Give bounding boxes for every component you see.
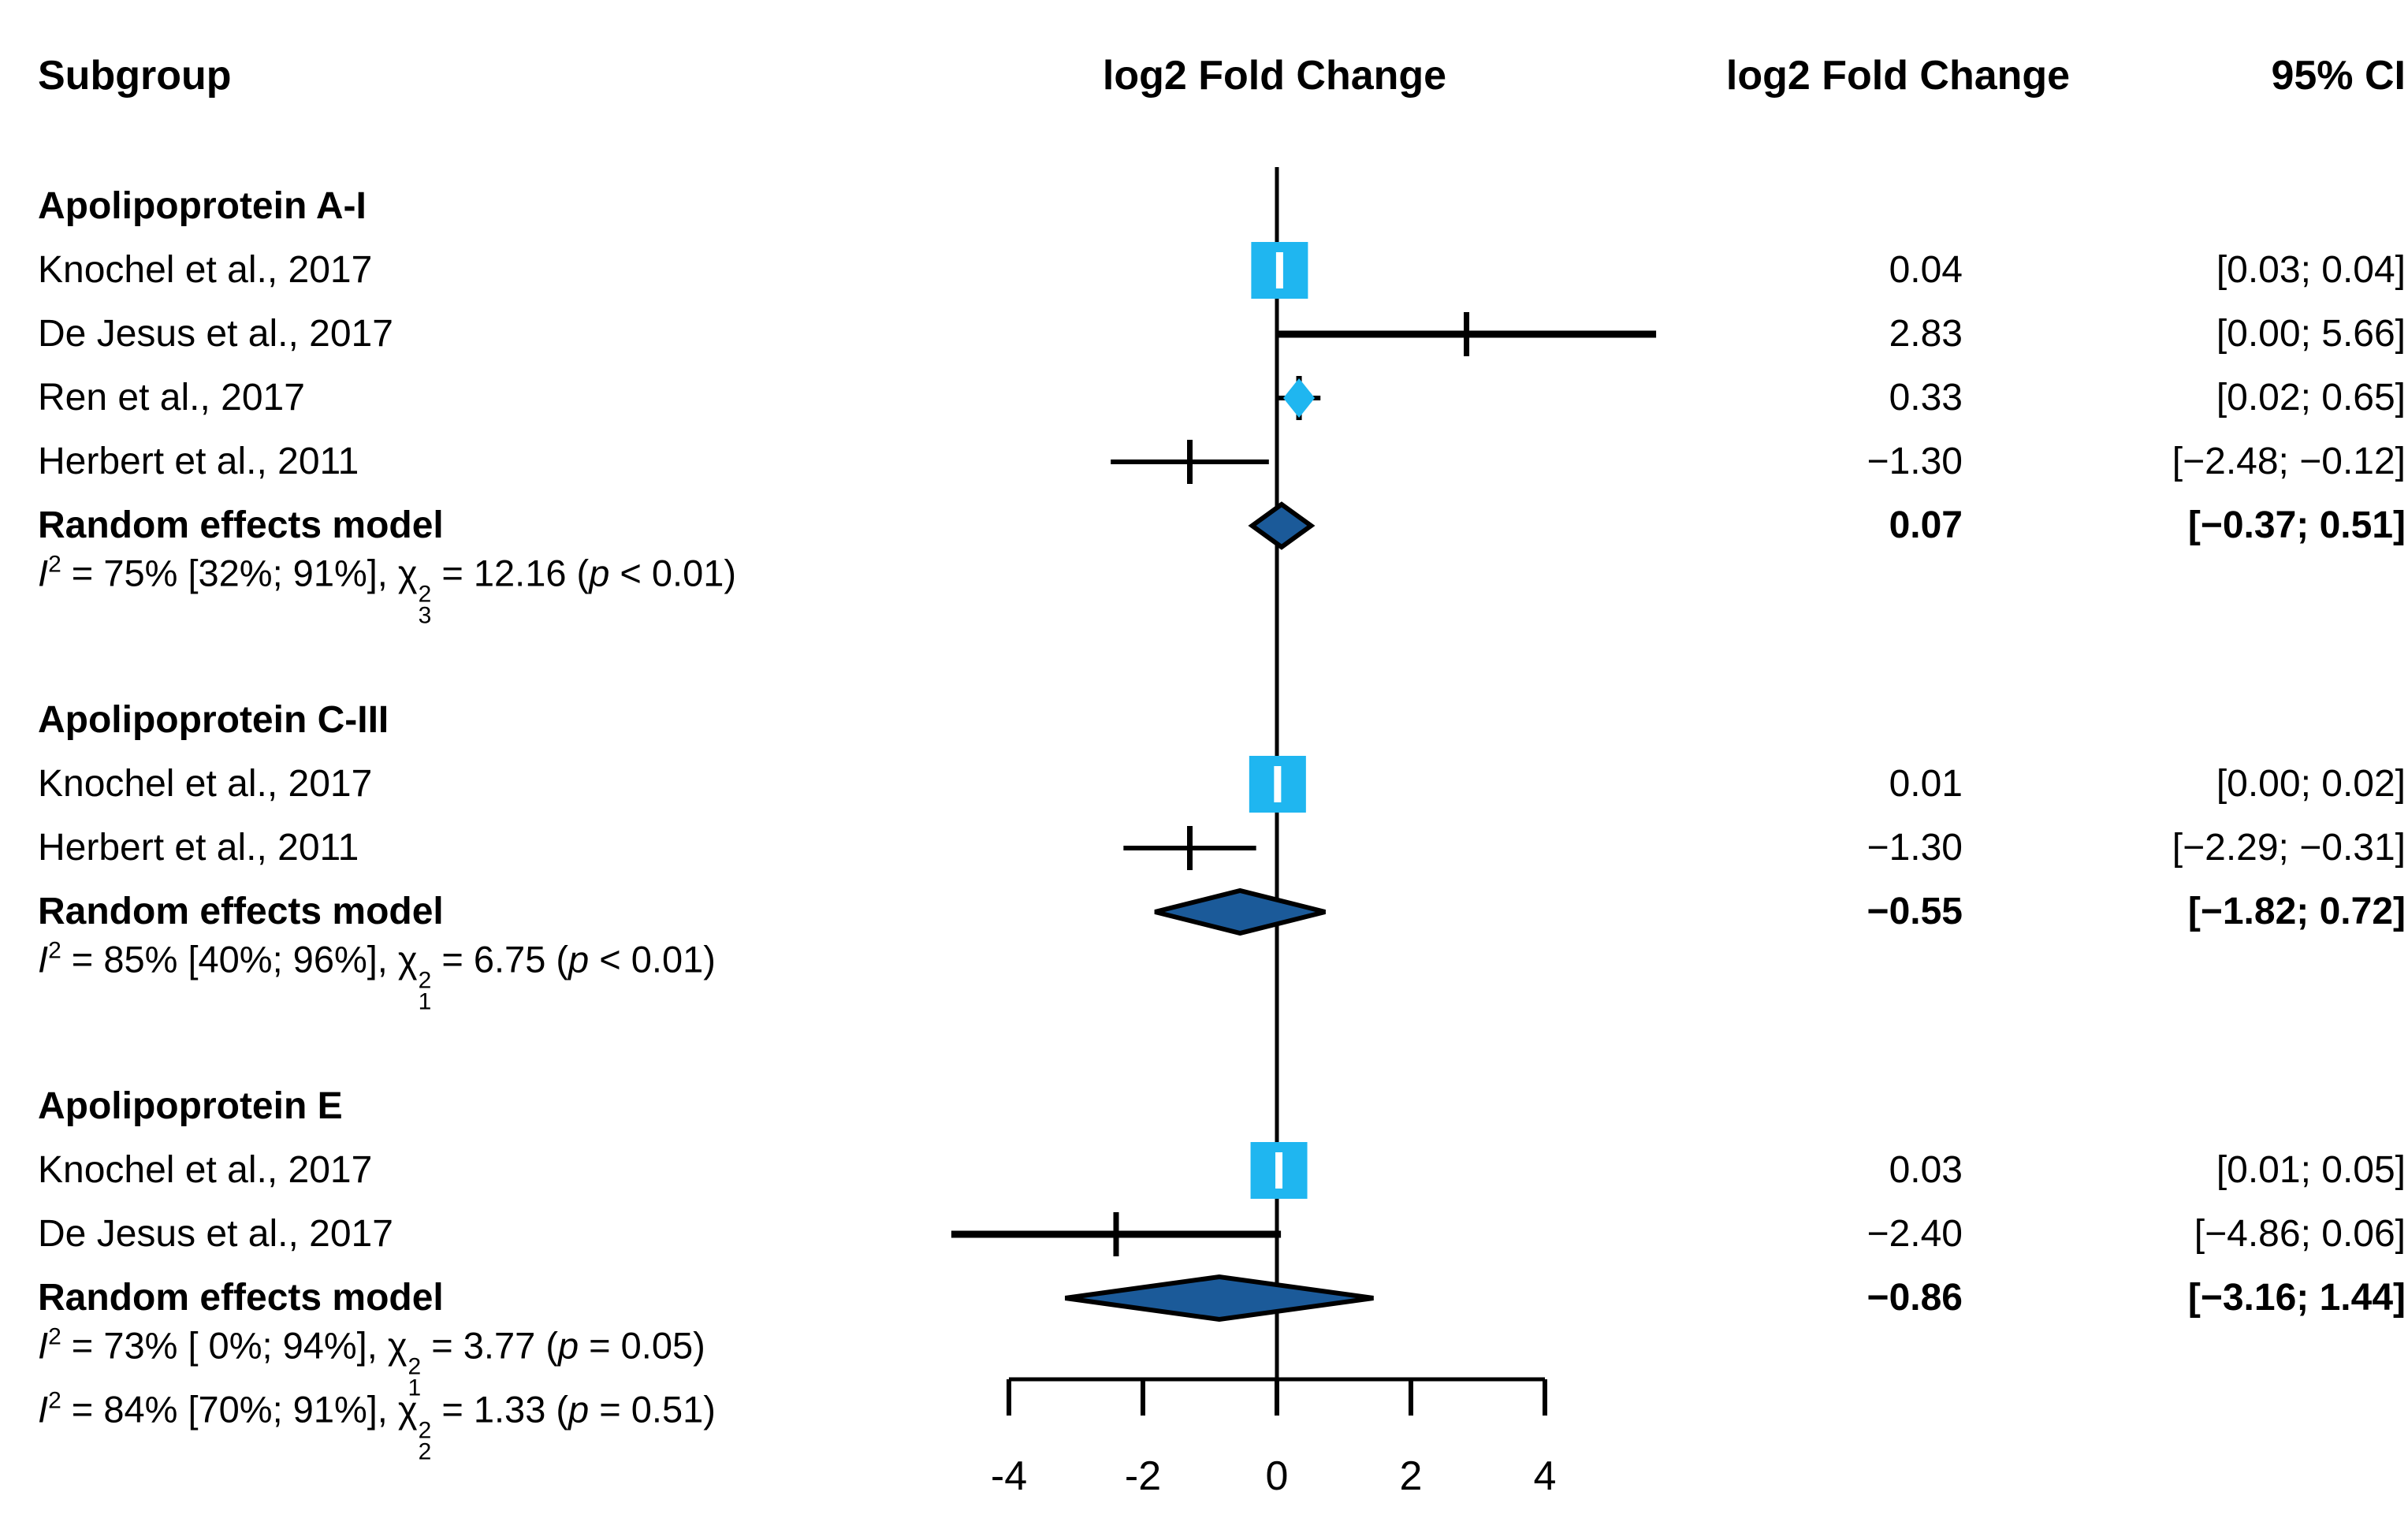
x-axis-tick-label: 4 bbox=[1534, 1453, 1557, 1499]
study-label: Herbert et al., 2011 bbox=[38, 441, 359, 482]
study-label: Herbert et al., 2011 bbox=[38, 827, 359, 869]
study-label: Knochel et al., 2017 bbox=[38, 249, 373, 291]
x-axis-tick-label: 0 bbox=[1266, 1453, 1289, 1499]
study-label: Ren et al., 2017 bbox=[38, 377, 305, 419]
group-title: Apolipoprotein E bbox=[38, 1085, 343, 1127]
study-label: De Jesus et al., 2017 bbox=[38, 1213, 393, 1255]
x-axis-tick bbox=[1275, 1379, 1279, 1416]
point-estimate-tick bbox=[1187, 440, 1193, 484]
study-effect-value: 0.33 bbox=[1889, 377, 1963, 419]
column-header-ci: 95% CI bbox=[2271, 53, 2406, 99]
square-estimate-tick bbox=[1275, 1152, 1283, 1189]
summary-effect-value: 0.07 bbox=[1889, 504, 1963, 546]
study-ci-value: [0.03; 0.04] bbox=[2216, 249, 2406, 291]
study-effect-value: −1.30 bbox=[1866, 827, 1963, 869]
weight-diamond bbox=[1283, 378, 1316, 418]
study-effect-value: 0.03 bbox=[1889, 1149, 1963, 1191]
x-axis-tick-label: 2 bbox=[1400, 1453, 1423, 1499]
study-effect-value: 0.01 bbox=[1889, 763, 1963, 805]
summary-ci-value: [−0.37; 0.51] bbox=[2187, 504, 2406, 546]
x-axis-tick bbox=[1141, 1379, 1145, 1416]
x-axis-tick-label: -4 bbox=[991, 1453, 1027, 1499]
x-axis-tick bbox=[1007, 1379, 1011, 1416]
group-title: Apolipoprotein A-I bbox=[38, 185, 367, 227]
summary-label: Random effects model bbox=[38, 504, 444, 546]
study-label: Knochel et al., 2017 bbox=[38, 763, 373, 805]
summary-diamond bbox=[1154, 887, 1326, 936]
study-ci-value: [0.02; 0.65] bbox=[2216, 377, 2406, 419]
column-header-plot-axis: log2 Fold Change bbox=[1102, 53, 1447, 99]
study-ci-value: [−2.29; −0.31] bbox=[2172, 827, 2406, 869]
summary-label: Random effects model bbox=[38, 1277, 444, 1319]
summary-effect-value: −0.86 bbox=[1866, 1277, 1963, 1319]
column-header-effect: log2 Fold Change bbox=[1725, 53, 2071, 99]
summary-effect-value: −0.55 bbox=[1866, 891, 1963, 932]
x-axis-tick bbox=[1409, 1379, 1413, 1416]
x-axis-tick-label: -2 bbox=[1125, 1453, 1161, 1499]
study-ci-value: [−2.48; −0.12] bbox=[2172, 441, 2406, 482]
study-effect-value: 2.83 bbox=[1889, 313, 1963, 355]
group-title: Apolipoprotein C-III bbox=[38, 699, 389, 741]
square-estimate-tick bbox=[1275, 252, 1283, 288]
study-effect-value: −2.40 bbox=[1866, 1213, 1963, 1255]
study-ci-value: [0.00; 5.66] bbox=[2216, 313, 2406, 355]
summary-ci-value: [−3.16; 1.44] bbox=[2187, 1277, 2406, 1319]
point-estimate-tick bbox=[1464, 312, 1470, 356]
x-axis-tick bbox=[1543, 1379, 1547, 1416]
study-effect-value: 0.04 bbox=[1889, 249, 1963, 291]
study-ci-value: [0.01; 0.05] bbox=[2216, 1149, 2406, 1191]
summary-ci-value: [−1.82; 0.72] bbox=[2187, 891, 2406, 932]
summary-diamond bbox=[1064, 1274, 1374, 1323]
point-estimate-tick bbox=[1187, 826, 1193, 870]
point-estimate-tick bbox=[1113, 1212, 1119, 1256]
square-estimate-tick bbox=[1274, 766, 1282, 802]
summary-label: Random effects model bbox=[38, 891, 444, 932]
study-label: Knochel et al., 2017 bbox=[38, 1149, 373, 1191]
study-ci-value: [0.00; 0.02] bbox=[2216, 763, 2406, 805]
study-label: De Jesus et al., 2017 bbox=[38, 313, 393, 355]
column-header-subgroup: Subgroup bbox=[38, 53, 232, 99]
study-effect-value: −1.30 bbox=[1866, 441, 1963, 482]
summary-diamond bbox=[1248, 501, 1316, 550]
study-ci-value: [−4.86; 0.06] bbox=[2194, 1213, 2406, 1255]
